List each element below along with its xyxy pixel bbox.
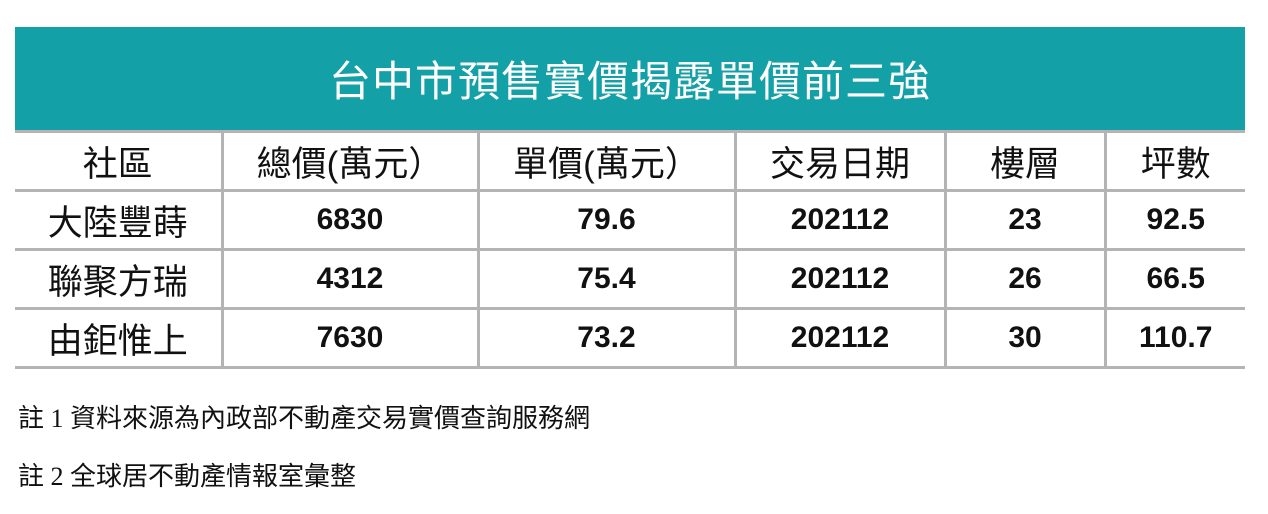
table-cell: 92.5 [1103,189,1245,251]
table-cell: 30 [943,307,1107,369]
column-header: 樓層 [943,130,1107,192]
footnote: 註 1 資料來源為內政部不動產交易實價查詢服務網 [18,404,591,433]
table-cell: 202112 [733,248,947,310]
table-cell: 26 [943,248,1107,310]
table-cell: 202112 [733,307,947,369]
project-name: 由鉅惟上 [15,307,224,369]
table-cell: 73.2 [476,307,737,369]
footnote: 註 2 全球居不動產情報室彙整 [18,462,357,491]
header-row: 社區 總價(萬元） 單價(萬元） 交易日期 樓層 坪數 [15,130,1245,192]
column-header: 社區 [15,130,224,192]
table-body: 大陸豐蒔 6830 79.6 202112 23 92.5 聯聚方瑞 4312 75.4 2021… [15,189,1245,369]
column-header: 單價(萬元） [476,130,737,192]
table-cell: 23 [943,189,1107,251]
table-cell: 66.5 [1103,248,1245,310]
table-cell: 202112 [733,189,947,251]
project-name: 聯聚方瑞 [15,248,224,310]
table-row: 聯聚方瑞 4312 75.4 202112 26 66.5 [15,248,1245,310]
data-table: 社區 總價(萬元） 單價(萬元） 交易日期 樓層 坪數 大陸豐蒔 6830 79.6 20211… [15,130,1245,369]
table-cell: 4312 [220,248,480,310]
project-name: 大陸豐蒔 [15,189,224,251]
table-cell: 75.4 [476,248,737,310]
table-cell: 79.6 [476,189,737,251]
column-header: 總價(萬元） [220,130,480,192]
column-header: 坪數 [1103,130,1245,192]
table-row: 由鉅惟上 7630 73.2 202112 30 110.7 [15,307,1245,369]
table-cell: 110.7 [1103,307,1245,369]
table-cell: 7630 [220,307,480,369]
table-cell: 6830 [220,189,480,251]
table-title: 台中市預售實價揭露單價前三強 [15,27,1245,130]
table-row: 大陸豐蒔 6830 79.6 202112 23 92.5 [15,189,1245,251]
column-header: 交易日期 [733,130,947,192]
